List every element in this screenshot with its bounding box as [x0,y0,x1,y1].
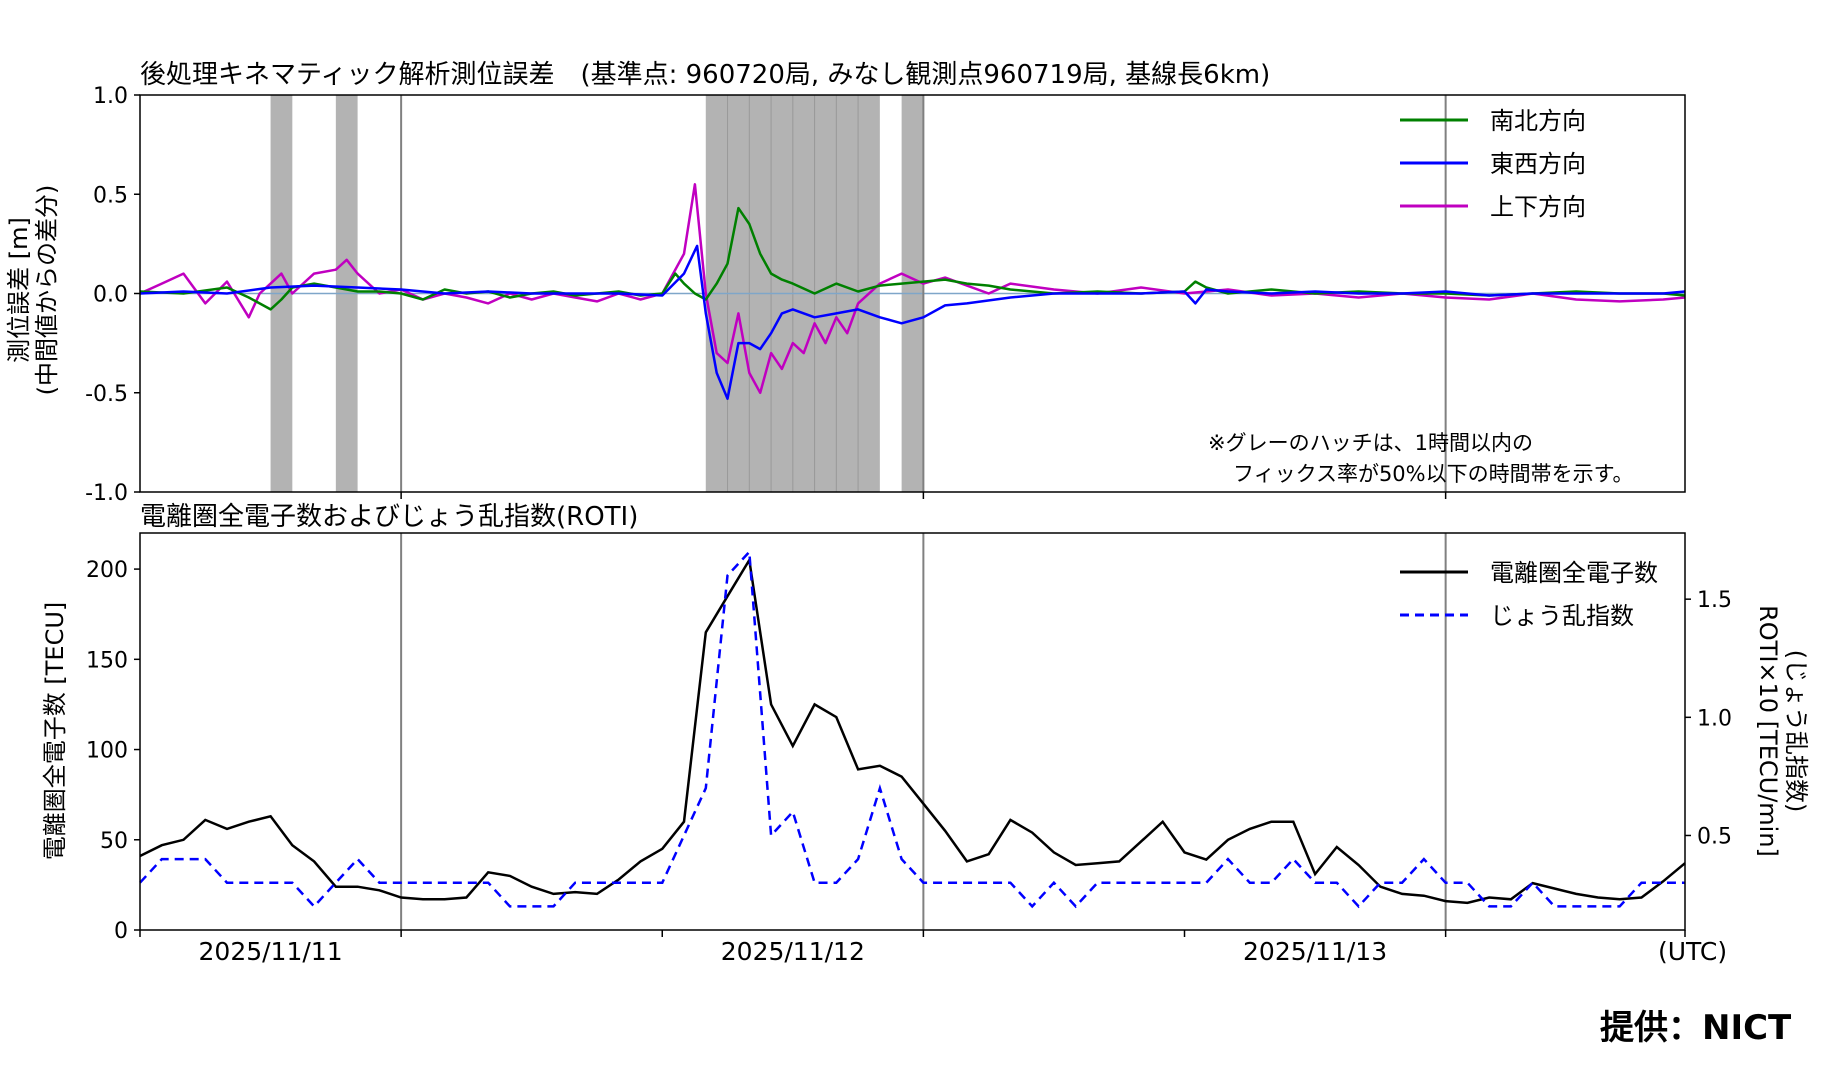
hatch-note-line1: ※グレーのハッチは、1時間以内の [1208,431,1533,455]
series-line-1 [139,244,1686,400]
hatch-note-line2: フィックス率が50%以下の時間帯を示す。 [1233,462,1634,486]
bottom-y-ticks-left: 0 50 100 150 200 [86,558,140,944]
y-tick-label: -0.5 [85,382,128,407]
bottom-series [139,533,1686,930]
bottom-chart: 電離圏全電子数およびじょう乱指数(ROTI) 0 50 100 150 200 0.5 1… [41,502,1810,966]
top-ylabel-line1: 測位誤差 [m] [5,217,33,363]
x-unit-label: (UTC) [1658,937,1727,966]
roti-line [139,548,1685,909]
bottom-ylabel-left: 電離圏全電子数 [TECU] [41,602,69,861]
x-tick-label: 2025/11/13 [1243,937,1387,966]
tec-line [139,556,1686,905]
y-tick-label: 0.0 [93,283,128,308]
top-y-ticks: 1.0 0.5 0.0 -0.5 -1.0 [85,84,1447,506]
bottom-chart-title: 電離圏全電子数およびじょう乱指数(ROTI) [140,502,638,532]
bottom-y-ticks-right: 0.5 1.0 1.5 [1685,588,1732,849]
y-tick-label-right: 1.5 [1697,588,1732,613]
y-tick-label-right: 1.0 [1697,706,1732,731]
y-tick-label: -1.0 [85,481,128,506]
y-tick-label: 50 [100,829,128,854]
y-tick-label: 0 [114,919,128,944]
top-chart-title: 後処理キネマティック解析測位誤差 (基準点: 960720局, みなし観測点96… [140,60,1270,90]
y-tick-label: 100 [86,739,128,764]
y-tick-label: 1.0 [93,84,128,109]
y-tick-label: 200 [86,558,128,583]
hatch-regions [140,95,1685,492]
x-tick-label: 2025/11/11 [199,937,343,966]
top-chart: 後処理キネマティック解析測位誤差 (基準点: 960720局, みなし観測点96… [5,60,1686,506]
bottom-ylabel-right-line1: ROTI×10 [TECU/min] [1754,605,1782,857]
legend-label: 電離圏全電子数 [1490,559,1658,587]
legend-label: 南北方向 [1490,107,1586,135]
bottom-x-ticks: 2025/11/11 2025/11/12 2025/11/13 [139,930,1686,966]
legend-label: 東西方向 [1490,150,1586,178]
bottom-plot-frame [139,532,1686,931]
bottom-ylabel-right-line2: (じょう乱指数) [1782,650,1810,813]
top-ylabel-line2: (中間値からの差分) [33,185,61,396]
y-tick-label: 0.5 [93,183,128,208]
y-tick-label: 150 [86,648,128,673]
x-tick-label: 2025/11/12 [721,937,865,966]
credit-text: 提供：NICT [1600,1008,1792,1048]
y-tick-label-right: 0.5 [1697,824,1732,849]
top-series [139,183,1686,400]
legend-label: じょう乱指数 [1490,602,1634,630]
legend-label: 上下方向 [1490,193,1586,221]
